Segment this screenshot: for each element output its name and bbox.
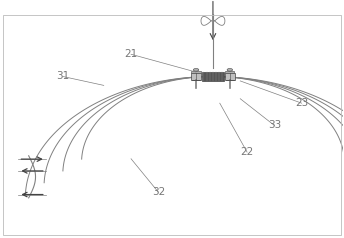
Bar — [225, 71, 235, 73]
Text: 23: 23 — [295, 98, 308, 108]
Text: 33: 33 — [268, 120, 281, 130]
Bar — [225, 73, 235, 80]
Text: 31: 31 — [56, 71, 69, 81]
Bar — [192, 71, 201, 73]
Ellipse shape — [193, 69, 199, 71]
Bar — [202, 72, 224, 81]
Text: 32: 32 — [152, 187, 165, 197]
Text: 21: 21 — [125, 49, 138, 59]
Ellipse shape — [227, 69, 233, 71]
Bar — [191, 73, 201, 80]
Text: 22: 22 — [240, 147, 254, 157]
